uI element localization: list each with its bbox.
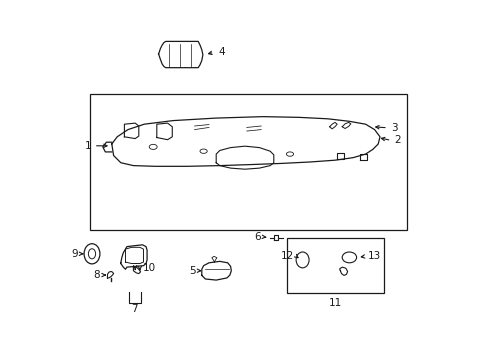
Text: 1: 1 bbox=[85, 141, 92, 151]
Text: 7: 7 bbox=[131, 304, 138, 314]
Text: 3: 3 bbox=[391, 123, 397, 133]
Text: 13: 13 bbox=[368, 251, 381, 261]
Bar bbox=[90, 94, 407, 230]
Bar bbox=[288, 238, 384, 293]
Text: 8: 8 bbox=[94, 270, 100, 280]
Text: 10: 10 bbox=[143, 263, 155, 273]
Text: 9: 9 bbox=[71, 249, 77, 259]
Text: 5: 5 bbox=[189, 266, 196, 276]
Text: 2: 2 bbox=[394, 135, 401, 145]
Text: 12: 12 bbox=[280, 251, 294, 261]
Text: 4: 4 bbox=[218, 47, 224, 57]
Text: 11: 11 bbox=[329, 298, 343, 308]
Text: 6: 6 bbox=[255, 232, 261, 242]
